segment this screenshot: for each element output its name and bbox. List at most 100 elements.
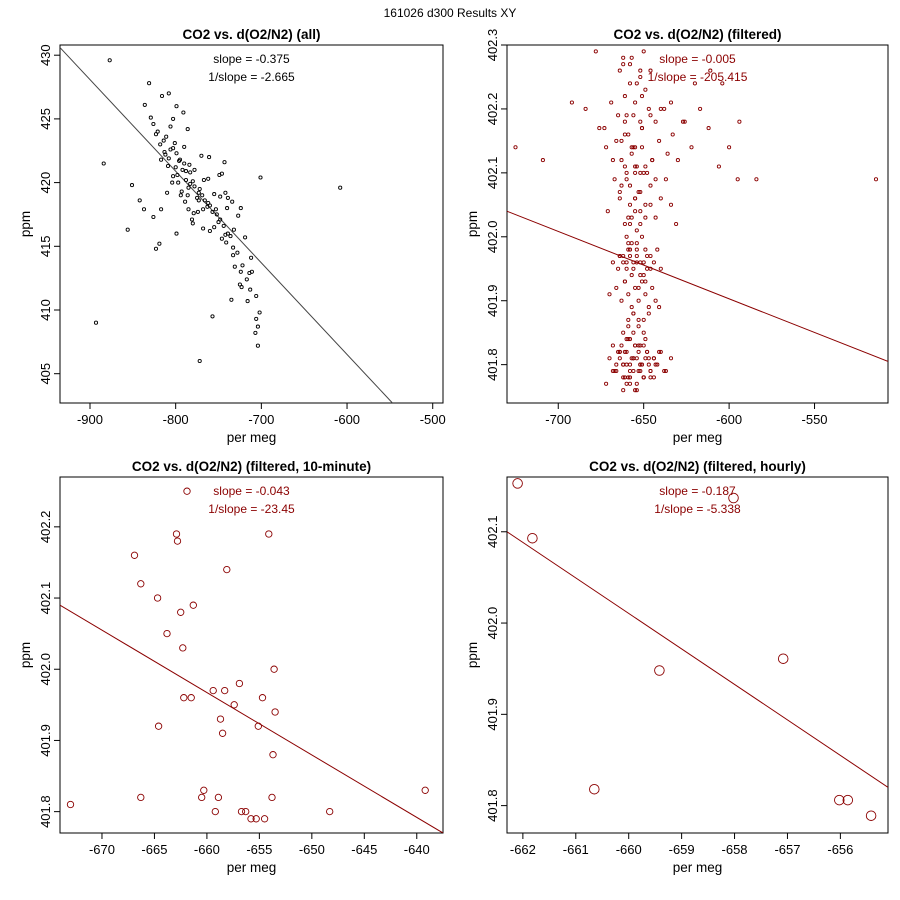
data-point — [206, 176, 211, 181]
data-point — [190, 221, 195, 226]
data-point — [324, 409, 327, 412]
data-point — [540, 158, 545, 163]
plot-frame — [506, 44, 889, 404]
data-point — [221, 223, 226, 228]
y-tick-label: 401.8 — [38, 795, 53, 828]
y-tick-label: 401.9 — [485, 698, 500, 731]
data-point — [216, 715, 225, 723]
data-point — [294, 412, 297, 415]
data-point — [633, 196, 638, 201]
data-point — [655, 362, 660, 367]
x-tick-label: -662 — [510, 842, 536, 857]
data-point — [182, 161, 187, 166]
data-point — [641, 49, 646, 54]
data-point — [636, 285, 641, 290]
data-point — [614, 362, 619, 367]
plot-frame — [59, 44, 444, 404]
data-point — [621, 330, 626, 335]
x-tick-label: -661 — [563, 842, 589, 857]
data-point — [177, 158, 182, 163]
data-point — [607, 356, 612, 361]
data-point — [643, 337, 648, 342]
data-point — [168, 124, 173, 129]
data-point — [627, 183, 633, 188]
x-tick-label: -660 — [616, 842, 642, 857]
x-tick-label: -645 — [351, 842, 377, 857]
data-point — [645, 170, 650, 175]
data-point — [181, 110, 186, 115]
data-point — [651, 375, 656, 380]
data-point — [636, 349, 641, 354]
data-point — [228, 234, 233, 239]
data-point — [291, 408, 294, 411]
data-point — [191, 211, 196, 216]
data-point — [206, 200, 211, 206]
data-point — [643, 292, 648, 297]
data-point — [619, 343, 624, 348]
data-point — [209, 686, 217, 695]
data-point — [255, 343, 260, 348]
data-point — [629, 55, 634, 60]
data-point — [636, 189, 641, 195]
data-point — [292, 410, 295, 413]
data-point — [629, 241, 634, 246]
data-point — [662, 106, 667, 111]
data-point — [159, 207, 164, 212]
data-point — [634, 81, 639, 86]
chart-title: CO2 vs. d(O2/N2) (filtered, hourly) — [589, 459, 806, 474]
y-tick-label: 425 — [38, 108, 53, 130]
data-point — [192, 167, 197, 172]
data-point — [240, 263, 245, 268]
data-point — [223, 190, 228, 195]
chart-title: CO2 vs. d(O2/N2) (filtered) — [613, 27, 781, 42]
y-tick-label: 430 — [38, 44, 53, 66]
data-point — [171, 146, 176, 151]
regression-line — [60, 604, 443, 833]
data-point — [624, 260, 629, 265]
data-point — [189, 601, 197, 609]
data-point — [610, 343, 615, 348]
x-tick-label: -900 — [77, 412, 103, 427]
y-tick-label: 401.8 — [485, 789, 500, 822]
data-point — [627, 362, 633, 367]
x-tick-label: -600 — [716, 412, 742, 427]
x-tick-label: -657 — [774, 842, 800, 857]
data-point — [207, 155, 212, 160]
data-point — [627, 202, 633, 207]
plot-area — [60, 487, 443, 833]
data-point — [244, 277, 249, 282]
data-point — [654, 665, 665, 676]
data-point — [300, 410, 303, 413]
data-point — [616, 349, 621, 354]
data-point — [633, 100, 638, 105]
data-point — [626, 337, 631, 342]
data-point — [201, 207, 206, 212]
x-axis-label: per meg — [227, 430, 277, 445]
data-point — [626, 292, 631, 297]
data-point — [624, 266, 629, 271]
data-point — [170, 180, 175, 185]
data-point — [221, 686, 229, 695]
data-point — [777, 653, 789, 664]
data-point — [183, 169, 189, 174]
data-point — [310, 410, 313, 413]
data-point — [177, 608, 185, 616]
data-point — [629, 273, 634, 278]
y-axis-label: ppm — [18, 642, 33, 668]
data-point — [172, 141, 177, 146]
x-axis-label: per meg — [673, 860, 723, 875]
data-point — [235, 250, 240, 255]
data-point — [270, 665, 278, 673]
data-point — [154, 722, 163, 730]
plot-area — [507, 478, 888, 821]
data-point — [107, 58, 112, 63]
data-point — [629, 151, 634, 156]
data-point — [638, 74, 643, 80]
data-point — [648, 368, 653, 374]
x-tick-label: -650 — [631, 412, 657, 427]
data-point — [185, 193, 190, 198]
x-tick-label: -670 — [89, 842, 115, 857]
data-point — [638, 68, 643, 73]
data-point — [706, 126, 711, 131]
y-tick-label: 402.0 — [485, 221, 500, 254]
